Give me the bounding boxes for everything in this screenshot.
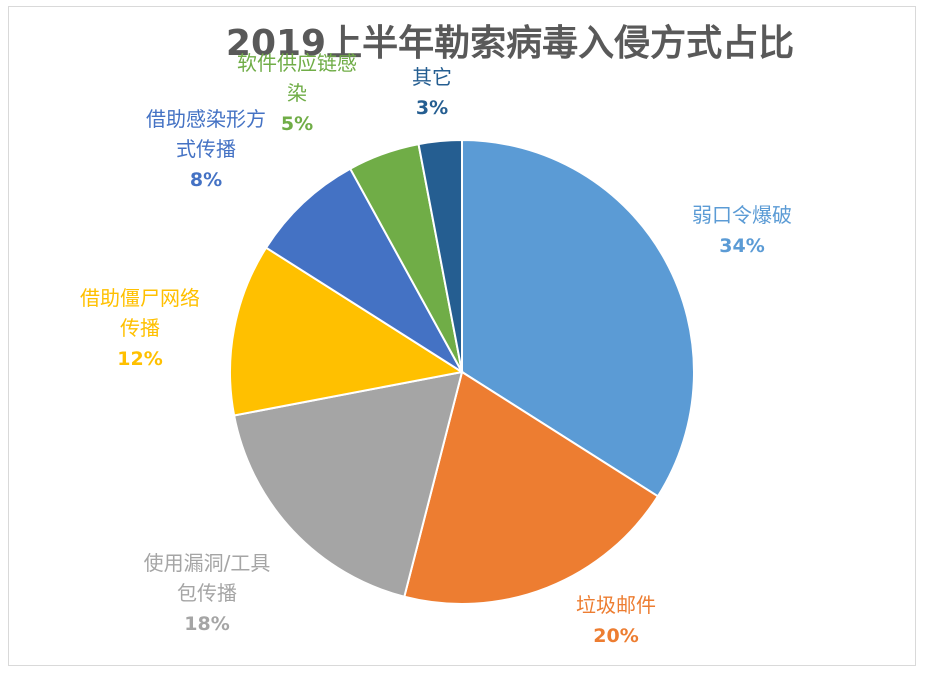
chart-title: 2019上半年勒索病毒入侵方式占比 xyxy=(226,23,794,64)
slice-label-5: 借助感染形方式传播 xyxy=(146,107,266,161)
pie-labels: 弱口令爆破 34% 垃圾邮件 20% 使用漏洞/工具包传播 18% 借助僵尸网络传播 12% 借… xyxy=(80,51,792,647)
pie-slice-1 xyxy=(461,138,695,498)
chart-frame xyxy=(8,6,916,666)
pie-slice-7 xyxy=(417,138,463,373)
slice-label-1: 弱口令爆破 xyxy=(692,203,792,227)
pie-slice-4 xyxy=(229,246,465,417)
slice-percent-5: 8% xyxy=(190,169,222,191)
slice-percent-3: 18% xyxy=(184,613,229,635)
slice-percent-4: 12% xyxy=(117,348,162,370)
slice-label-6: 软件供应链感染 xyxy=(237,51,357,105)
slice-label-7: 其它 xyxy=(412,65,452,89)
pie-slices xyxy=(229,138,695,605)
slice-label-4: 借助僵尸网络传播 xyxy=(80,286,200,340)
slice-percent-2: 20% xyxy=(593,625,638,647)
slice-percent-1: 34% xyxy=(719,235,764,257)
pie-slice-2 xyxy=(403,370,660,605)
slice-percent-7: 3% xyxy=(416,97,448,119)
slice-label-3: 使用漏洞/工具包传播 xyxy=(144,551,271,605)
slice-label-2: 垃圾邮件 xyxy=(576,593,656,617)
slice-percent-6: 5% xyxy=(281,113,313,135)
pie-slice-5 xyxy=(264,167,463,373)
pie-slice-3 xyxy=(232,370,464,598)
